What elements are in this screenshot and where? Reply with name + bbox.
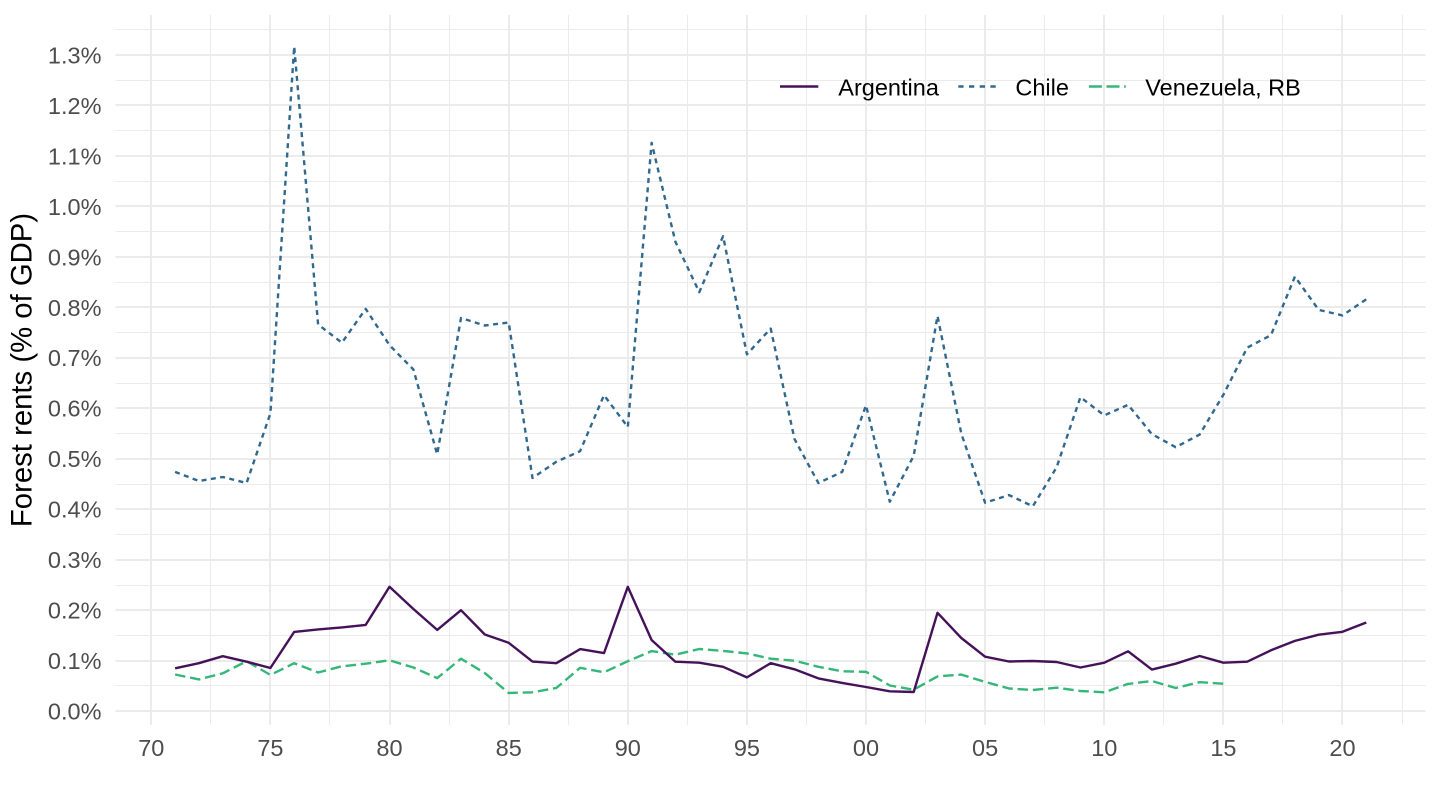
svg-text:1.1%: 1.1% (48, 143, 102, 169)
svg-text:1.0%: 1.0% (48, 194, 102, 220)
svg-text:70: 70 (138, 735, 164, 761)
svg-text:75: 75 (257, 735, 283, 761)
svg-text:0.8%: 0.8% (48, 295, 102, 321)
svg-text:1.2%: 1.2% (48, 93, 102, 119)
svg-text:0.9%: 0.9% (48, 244, 102, 270)
svg-text:Chile: Chile (1015, 75, 1069, 101)
svg-text:0.0%: 0.0% (48, 699, 102, 725)
svg-text:80: 80 (376, 735, 402, 761)
svg-text:00: 00 (853, 735, 879, 761)
svg-text:0.6%: 0.6% (48, 396, 102, 422)
svg-text:90: 90 (615, 735, 641, 761)
svg-text:95: 95 (734, 735, 760, 761)
svg-text:0.2%: 0.2% (48, 598, 102, 624)
svg-text:0.7%: 0.7% (48, 345, 102, 371)
svg-text:0.3%: 0.3% (48, 547, 102, 573)
svg-text:Forest rents (% of GDP): Forest rents (% of GDP) (6, 213, 39, 527)
svg-text:05: 05 (972, 735, 998, 761)
svg-text:0.5%: 0.5% (48, 446, 102, 472)
svg-text:15: 15 (1210, 735, 1236, 761)
svg-text:Venezuela, RB: Venezuela, RB (1145, 75, 1300, 101)
svg-text:1.3%: 1.3% (48, 42, 102, 68)
svg-text:10: 10 (1091, 735, 1117, 761)
svg-text:0.1%: 0.1% (48, 648, 102, 674)
svg-text:0.4%: 0.4% (48, 497, 102, 523)
svg-text:Argentina: Argentina (838, 75, 940, 101)
svg-text:85: 85 (496, 735, 522, 761)
svg-text:20: 20 (1329, 735, 1355, 761)
